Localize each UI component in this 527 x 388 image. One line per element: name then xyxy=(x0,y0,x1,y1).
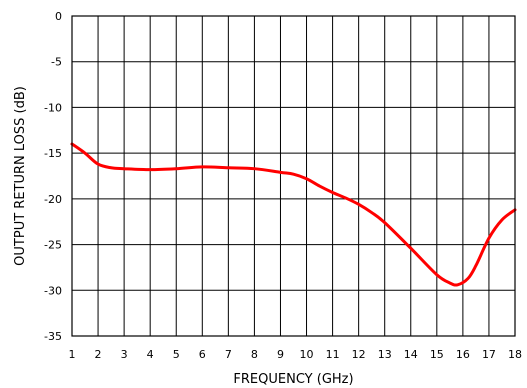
y-tick-label: -30 xyxy=(44,284,62,297)
x-tick-label: 11 xyxy=(326,348,340,361)
x-tick-label: 5 xyxy=(173,348,180,361)
y-tick-label: -10 xyxy=(44,101,62,114)
y-tick-label: 0 xyxy=(55,10,62,23)
x-tick-label: 2 xyxy=(95,348,102,361)
x-tick-label: 18 xyxy=(508,348,522,361)
x-tick-label: 8 xyxy=(251,348,258,361)
y-axis-title: OUTPUT RETURN LOSS (dB) xyxy=(13,86,28,266)
y-tick-label: -25 xyxy=(44,239,62,252)
x-tick-label: 6 xyxy=(199,348,206,361)
x-tick-label: 1 xyxy=(69,348,76,361)
x-tick-label: 12 xyxy=(352,348,366,361)
y-tick-label: -35 xyxy=(44,330,62,343)
y-tick-labels: 0 -5 -10 -15 -20 -25 -30 -35 xyxy=(44,10,62,343)
x-tick-label: 9 xyxy=(277,348,284,361)
x-tick-label: 7 xyxy=(225,348,232,361)
plot-frame xyxy=(71,15,516,337)
x-tick-label: 13 xyxy=(378,348,392,361)
x-tick-label: 10 xyxy=(300,348,314,361)
x-tick-labels: 1 2 3 4 5 6 7 8 9 10 11 12 13 14 15 16 17 18 xyxy=(69,348,523,361)
x-tick-label: 4 xyxy=(147,348,154,361)
x-tick-label: 16 xyxy=(456,348,470,361)
x-tick-label: 17 xyxy=(482,348,496,361)
x-tick-label: 15 xyxy=(430,348,444,361)
x-tick-label: 3 xyxy=(121,348,128,361)
series-lines xyxy=(70,142,517,287)
y-tick-label: -15 xyxy=(44,147,62,160)
y-tick-label: -5 xyxy=(51,56,62,69)
x-tick-label: 14 xyxy=(404,348,418,361)
grid-lines xyxy=(71,15,516,337)
y-tick-label: -20 xyxy=(44,193,62,206)
x-axis-title: FREQUENCY (GHz) xyxy=(233,372,353,387)
series-line-0 xyxy=(70,142,517,287)
